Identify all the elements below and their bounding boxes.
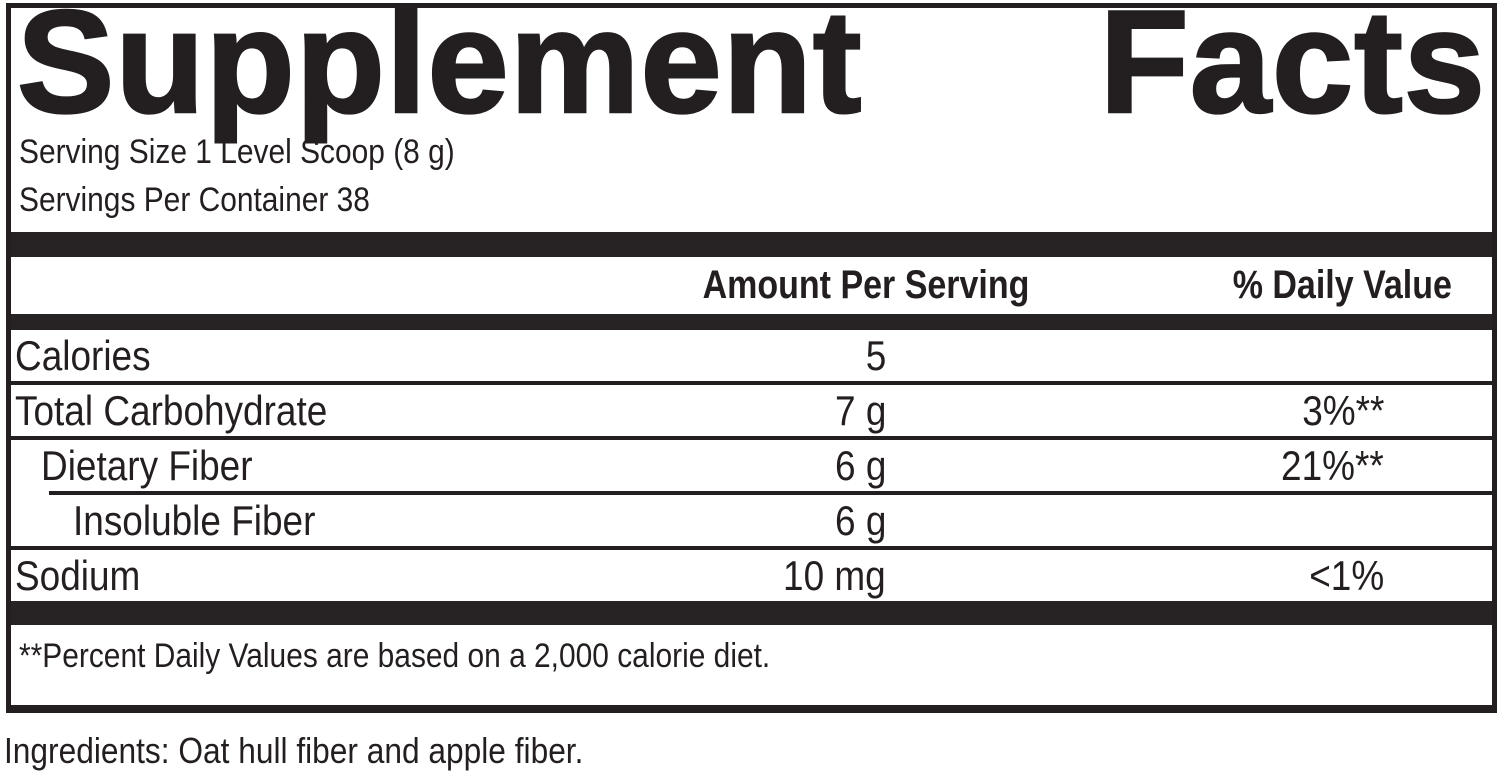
nutrient-daily-value: [886, 497, 1492, 545]
nutrient-name: Total Carbohydrate: [15, 386, 328, 434]
nutrient-amount: 5: [865, 331, 886, 379]
nutrient-amount: 6 g: [834, 441, 886, 489]
table-header-row: Amount Per Serving % Daily Value: [11, 257, 1492, 314]
title-word-facts: Facts: [1098, 0, 1486, 143]
table-row-total-carbohydrate: Total Carbohydrate 7 g 3%**: [11, 385, 1492, 436]
column-header-amount-per-serving: Amount Per Serving: [702, 263, 1030, 307]
row-separator: [11, 436, 1492, 440]
ingredients-text: Ingredients: Oat hull fiber and apple fi…: [4, 730, 584, 771]
nutrient-daily-value: [886, 332, 1492, 380]
table-row-sodium: Sodium 10 mg <1%: [11, 550, 1492, 601]
medium-divider-bar-header: [11, 314, 1492, 330]
nutrient-name: Sodium: [15, 551, 141, 599]
thick-divider-bar-top: [11, 232, 1492, 257]
servings-per-container-line: Servings Per Container 38: [11, 176, 1492, 224]
servings-per-container-text: Servings Per Container 38: [19, 181, 370, 219]
table-row-calories: Calories 5: [11, 330, 1492, 381]
page-title: Supplement Facts: [11, 0, 1492, 143]
nutrient-name: Insoluble Fiber: [73, 496, 316, 544]
nutrient-daily-value: <1%: [1308, 551, 1384, 599]
supplement-facts-label-box: Supplement Facts Serving Size 1 Level Sc…: [6, 0, 1497, 713]
table-row-dietary-fiber: Dietary Fiber 6 g 21%**: [11, 440, 1492, 491]
nutrient-amount: 6 g: [834, 496, 886, 544]
nutrient-name: Calories: [15, 331, 151, 379]
nutrient-amount: 7 g: [834, 386, 886, 434]
nutrient-amount: 10 mg: [783, 551, 886, 599]
serving-size-text: Serving Size 1 Level Scoop (8 g): [19, 133, 455, 171]
nutrient-daily-value: 21%**: [1281, 441, 1384, 489]
daily-value-footnote: **Percent Daily Values are based on a 2,…: [19, 637, 771, 675]
nutrient-name: Dietary Fiber: [41, 441, 253, 489]
row-separator: [11, 546, 1492, 550]
title-word-supplement: Supplement: [16, 0, 863, 143]
row-separator-indented: [49, 491, 1492, 495]
nutrient-daily-value: 3%**: [1301, 386, 1384, 434]
thick-divider-bar-bottom: [11, 601, 1492, 625]
serving-size-line: Serving Size 1 Level Scoop (8 g): [11, 128, 1492, 176]
table-row-insoluble-fiber: Insoluble Fiber 6 g: [11, 495, 1492, 546]
ingredients-line: Ingredients: Oat hull fiber and apple fi…: [4, 730, 662, 772]
column-header-daily-value: % Daily Value: [1232, 263, 1452, 307]
row-separator: [11, 381, 1492, 385]
